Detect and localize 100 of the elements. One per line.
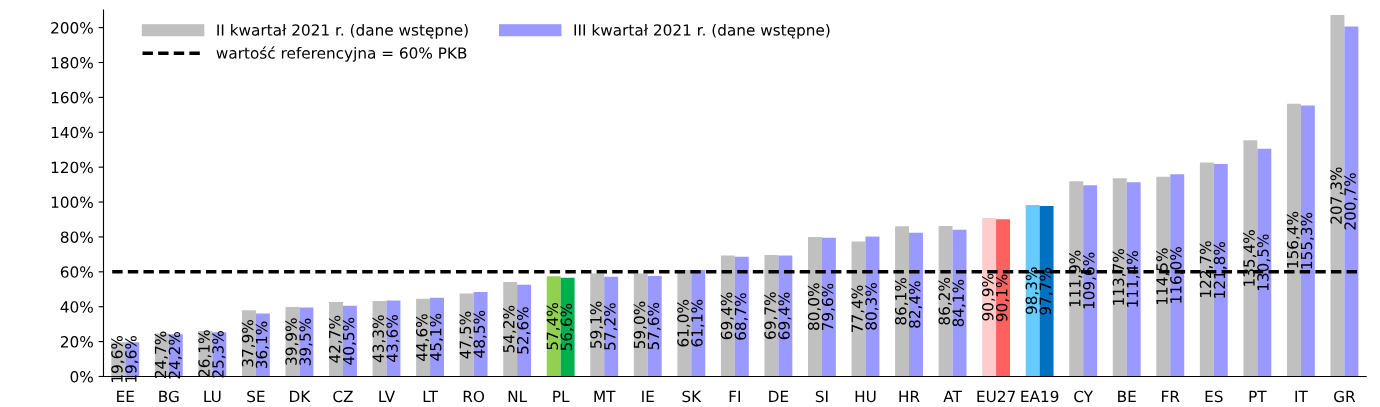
x-tick-label: DK [290, 390, 311, 402]
data-label: 68,7% [734, 293, 748, 340]
x-tick-label: AT [943, 390, 962, 402]
x-tick-label: IE [642, 390, 654, 402]
x-tick-label: GR [1334, 390, 1356, 403]
data-label: 52,6% [516, 307, 531, 354]
data-label: 97,7% [1039, 267, 1053, 315]
data-label: 26,1% [198, 330, 212, 377]
data-label: 57,6% [647, 302, 661, 350]
bar [647, 276, 662, 377]
data-label: 80,0% [807, 283, 821, 330]
y-tick-label: 160% [51, 91, 93, 104]
data-label: 90,9% [982, 273, 996, 321]
data-label: 82,4% [908, 281, 922, 328]
bar [938, 226, 953, 377]
bar [546, 276, 561, 377]
x-tick-label: SI [815, 390, 828, 403]
x-tick-label: BG [159, 390, 179, 403]
x-tick-label: NL [508, 390, 528, 402]
bar [1156, 176, 1171, 377]
x-tick-label: EU27 [977, 390, 1015, 403]
y-tick-label: 40% [60, 301, 93, 313]
data-label: 61,0% [677, 299, 691, 347]
x-tick-label: HR [899, 390, 920, 402]
bar [1257, 148, 1272, 377]
data-label: 156,4% [1286, 211, 1300, 268]
x-tick-label: LT [423, 390, 438, 402]
data-label: 40,5% [342, 317, 356, 365]
bar [1170, 174, 1185, 377]
y-tick-label: 180% [51, 56, 93, 69]
x-tick-label: CY [1074, 390, 1094, 403]
data-label: 69,4% [778, 292, 792, 340]
data-label: 116,0% [1170, 247, 1184, 303]
y-tick-label: 100% [51, 196, 93, 209]
bar [1069, 181, 1084, 377]
x-tick-label: FR [1162, 390, 1180, 402]
data-label: 54,2% [503, 305, 517, 353]
legend-label: wartość referencyjna = 60% PKB [216, 46, 467, 62]
bar [1126, 182, 1141, 377]
x-tick-label: EA19 [1021, 390, 1059, 403]
data-label: 47,5% [459, 311, 473, 359]
bar [1083, 185, 1098, 377]
data-label: 155,3% [1300, 212, 1314, 269]
data-label: 113,7% [1112, 249, 1126, 305]
x-tick-label: MT [594, 390, 616, 402]
data-label: 57,4% [546, 302, 560, 350]
data-label: 59,0% [633, 301, 647, 349]
x-tick-label: RO [463, 390, 485, 403]
x-tick-label: ES [1205, 390, 1223, 403]
y-tick-label: 140% [51, 126, 93, 139]
data-label: 48,5% [473, 310, 487, 358]
bar [1344, 26, 1359, 377]
data-label: 61,1% [691, 299, 705, 347]
bar [1330, 14, 1345, 377]
data-label: 114,5% [1156, 248, 1170, 305]
y-tick-label: 0% [70, 370, 93, 383]
x-tick-label: SE [247, 390, 265, 403]
y-tick-label: 200% [51, 22, 93, 34]
data-label: 109,6% [1083, 252, 1097, 309]
x-tick-label: HU [855, 390, 876, 403]
data-label: 24,2% [168, 331, 182, 379]
bar [865, 236, 880, 377]
bar [1243, 140, 1258, 377]
y-tick-label: 120% [51, 161, 93, 174]
x-tick-label: BE [1118, 390, 1136, 402]
x-tick-label: SK [682, 390, 702, 403]
data-label: 122,7% [1199, 241, 1213, 297]
data-label: 98,3% [1025, 267, 1039, 315]
x-tick-label: PL [553, 390, 570, 402]
data-label: 121,8% [1213, 241, 1227, 298]
data-label: 200,7% [1344, 173, 1358, 230]
data-label: 69,4% [720, 292, 734, 340]
x-tick-label: PT [1249, 390, 1267, 402]
data-label: 59,1% [590, 301, 604, 349]
data-label: 39,5% [299, 318, 313, 366]
data-label: 24,7% [154, 331, 168, 379]
legend-label: III kwartał 2021 r. (dane wstępne) [574, 23, 830, 39]
data-label: 43,6% [386, 315, 400, 362]
data-label: 207,3% [1330, 167, 1344, 224]
data-label: 79,6% [821, 283, 835, 331]
x-tick-label: EE [117, 390, 134, 402]
bar [1213, 164, 1228, 377]
bar [1199, 162, 1214, 377]
bar [1300, 105, 1315, 377]
data-label: 69,7% [764, 292, 778, 339]
data-label: 43,3% [372, 315, 386, 363]
data-label: 45,1% [429, 313, 444, 361]
data-label: 44,6% [415, 314, 430, 362]
x-tick-label: FI [729, 390, 740, 402]
data-label: 25,3% [212, 330, 226, 378]
bar [1286, 103, 1301, 377]
x-tick-label: LV [379, 390, 396, 402]
bar [1025, 205, 1040, 377]
data-label: 86,2% [938, 277, 952, 325]
data-label: 84,1% [952, 279, 966, 327]
bar [996, 219, 1011, 377]
y-tick-label: 80% [60, 231, 93, 243]
bar [1039, 206, 1054, 377]
data-label: 86,1% [894, 277, 909, 325]
data-label: 77,4% [851, 285, 865, 332]
